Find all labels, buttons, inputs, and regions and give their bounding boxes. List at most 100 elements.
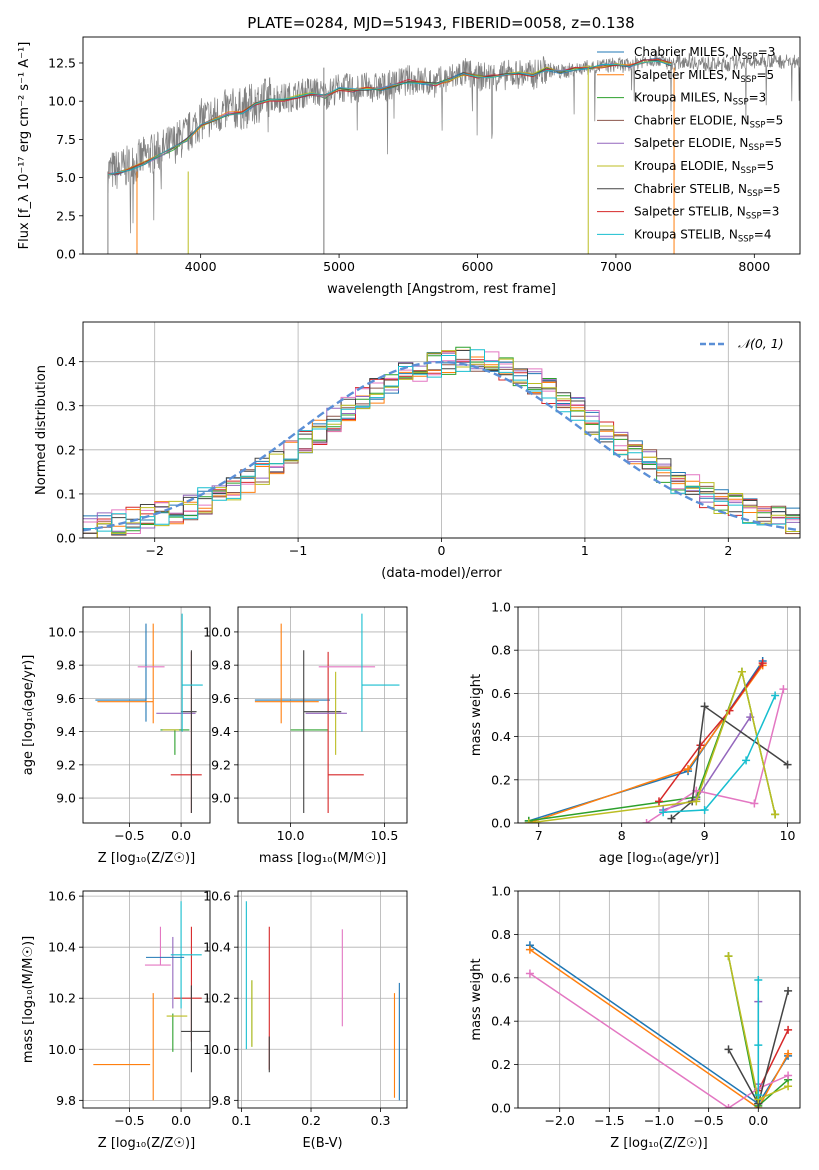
y-tick-label: 10.4 xyxy=(48,940,76,955)
weight-marker xyxy=(742,756,751,765)
plot-area-z-weight xyxy=(525,941,793,1108)
y-axis-label: age [log₁₀(age/yr)] xyxy=(21,655,36,776)
y-tick-label: 0.1 xyxy=(56,486,76,501)
y-tick-label: 0.6 xyxy=(491,686,511,701)
x-tick-label: 4000 xyxy=(185,259,217,274)
panel-age-weight: 7 8 9 10 0.0 0.2 0.4 0.6 0.8 1.0 age [log₁₀(age/yr… xyxy=(469,600,801,866)
legend-entry: Salpeter MILES, NSSP=5 xyxy=(634,68,774,85)
weight-marker xyxy=(667,814,676,823)
y-tick-label: 10.0 xyxy=(48,94,76,109)
panel-z-age: −0.5 0.0 9.0 9.2 9.4 9.6 9.8 10.0 Z [log₁₀(Z/Z☉)… xyxy=(21,606,211,866)
y-axis-label: mass weight xyxy=(469,674,484,756)
weight-series-7 xyxy=(528,669,776,823)
model-spectrum-8 xyxy=(107,60,672,176)
weight-marker xyxy=(724,952,733,961)
x-tick-label: 0.0 xyxy=(748,1113,768,1128)
legend-entry: Salpeter ELODIE, NSSP=5 xyxy=(634,136,782,153)
plot-area-mass-age xyxy=(254,613,400,814)
y-tick-label: 9.0 xyxy=(211,791,231,806)
legend-entry: Chabrier MILES, NSSP=3 xyxy=(634,45,775,62)
y-tick-label: 0.3 xyxy=(56,398,76,413)
weight-marker xyxy=(783,760,792,769)
x-tick-label: 0.0 xyxy=(171,1113,191,1128)
weight-series-1 xyxy=(529,948,789,1108)
x-axis-label: Z [log₁₀(Z/Z☉)] xyxy=(98,1136,195,1151)
x-tick-label: −2 xyxy=(145,543,163,558)
panel-mass-age: 10.0 10.5 9.0 9.2 9.4 9.6 9.8 10.0 mass [log₁₀(M… xyxy=(203,606,408,866)
y-tick-label: 12.5 xyxy=(48,55,76,70)
y-axis-label: mass [log₁₀(M/M☉)] xyxy=(21,936,36,1063)
weight-marker xyxy=(655,797,663,806)
x-tick-label: 8000 xyxy=(738,259,770,274)
y-tick-label: 10.6 xyxy=(203,889,231,904)
plot-frame xyxy=(517,890,801,1109)
x-tick-label: 10 xyxy=(780,828,796,843)
gaussian-curve xyxy=(83,360,800,532)
weight-marker xyxy=(642,819,651,823)
y-tick-label: 10.0 xyxy=(48,624,76,639)
y-axis-label: Normed distribution xyxy=(34,365,49,495)
y-tick-label: 2.5 xyxy=(56,208,76,223)
x-tick-label: −2.0 xyxy=(545,1113,575,1128)
y-tick-label: 5.0 xyxy=(56,170,76,185)
y-tick-label: 0.2 xyxy=(491,772,511,787)
y-tick-label: 9.8 xyxy=(211,1093,231,1108)
observed-spectrum xyxy=(107,50,800,234)
y-tick-label: 9.8 xyxy=(56,658,76,673)
plot-area-z-mass xyxy=(93,901,210,1101)
y-tick-label: 0.2 xyxy=(56,442,76,457)
x-tick-label: 2 xyxy=(724,543,732,558)
x-tick-label: 7000 xyxy=(600,259,632,274)
weight-marker xyxy=(692,797,701,806)
x-tick-label: 0.1 xyxy=(232,1113,252,1128)
y-tick-label: 0.4 xyxy=(491,1014,511,1029)
x-tick-label: 8 xyxy=(618,828,626,843)
y-tick-label: 9.4 xyxy=(56,724,76,739)
panel-z-weight: −2.0 −1.5 −1.0 −0.5 0.0 0.0 0.2 0.4 0.6 0.8 1.0 Z [… xyxy=(469,884,801,1151)
weight-series-8 xyxy=(663,695,776,813)
weight-marker xyxy=(784,1082,793,1091)
weight-series-2 xyxy=(528,669,776,822)
x-axis-label: Z [log₁₀(Z/Z☉)] xyxy=(98,851,195,866)
y-tick-label: 9.2 xyxy=(56,757,76,772)
y-tick-label: 9.6 xyxy=(56,691,76,706)
x-axis-label: mass [log₁₀(M/M☉)] xyxy=(259,851,386,866)
weight-marker xyxy=(525,969,534,978)
weight-series-5 xyxy=(529,972,789,1108)
histogram-series-8 xyxy=(83,350,800,538)
weight-marker xyxy=(754,1090,763,1099)
weight-marker xyxy=(724,1045,733,1054)
weight-marker xyxy=(524,819,533,823)
legend-entry: Chabrier STELIB, NSSP=5 xyxy=(634,182,781,199)
y-tick-label: 10.2 xyxy=(203,991,231,1006)
y-tick-label: 10.0 xyxy=(203,1042,231,1057)
weight-series-3 xyxy=(757,1029,789,1091)
legend-entry: Kroupa MILES, NSSP=3 xyxy=(634,91,766,108)
x-tick-label: 0.0 xyxy=(171,828,191,843)
x-tick-label: 10.5 xyxy=(371,828,399,843)
y-tick-label: 10.0 xyxy=(48,1042,76,1057)
x-tick-label: −1.0 xyxy=(644,1113,674,1128)
weight-series-5 xyxy=(646,688,785,823)
y-tick-label: 0.8 xyxy=(491,927,511,942)
y-tick-label: 9.4 xyxy=(211,724,231,739)
x-tick-label: −0.5 xyxy=(114,828,144,843)
plot-frame xyxy=(517,606,801,824)
y-axis-label: mass weight xyxy=(469,958,484,1040)
x-tick-label: 1 xyxy=(581,543,589,558)
weight-marker xyxy=(750,799,759,808)
figure-title: PLATE=0284, MJD=51943, FIBERID=0058, z=0… xyxy=(247,14,634,32)
weight-marker xyxy=(784,1025,793,1034)
y-tick-label: 10.6 xyxy=(48,889,76,904)
plot-frame xyxy=(82,36,801,255)
y-tick-label: 9.8 xyxy=(56,1093,76,1108)
weight-marker xyxy=(784,986,793,995)
y-tick-label: 9.0 xyxy=(56,791,76,806)
panel-residuals: −2 −1 0 1 2 0.0 0.1 0.2 0.3 0.4 (data-model)/error… xyxy=(34,321,801,581)
y-tick-label: 0.2 xyxy=(491,1057,511,1072)
legend-entry: Kroupa ELODIE, NSSP=5 xyxy=(634,159,774,176)
x-tick-label: 0.3 xyxy=(371,1113,391,1128)
panel-z-mass: −0.5 0.0 9.8 10.0 10.2 10.4 10.6 Z [log₁₀(Z/Z☉)… xyxy=(21,889,211,1151)
weight-marker xyxy=(700,806,709,815)
weight-series-6 xyxy=(670,705,789,820)
